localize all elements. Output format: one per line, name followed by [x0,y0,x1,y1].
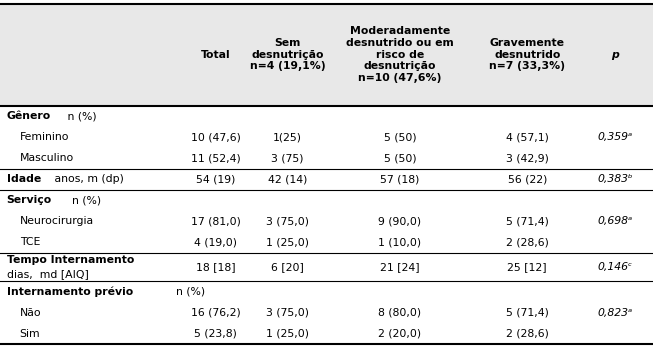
Text: Serviço: Serviço [7,195,52,205]
Text: Moderadamente
desnutrido ou em
risco de
desnutrição
n=10 (47,6%): Moderadamente desnutrido ou em risco de … [346,27,454,83]
Text: n (%): n (%) [63,111,96,121]
Text: 6 [20]: 6 [20] [271,262,304,272]
Text: 5 (50): 5 (50) [384,132,416,142]
Text: 0,359ᵃ: 0,359ᵃ [598,132,633,142]
Text: 0,698ᵃ: 0,698ᵃ [598,216,633,226]
Text: 21 [24]: 21 [24] [380,262,420,272]
Text: 1 (25,0): 1 (25,0) [266,329,309,339]
Text: 54 (19): 54 (19) [196,174,235,184]
Text: Gênero: Gênero [7,111,51,121]
Text: 17 (81,0): 17 (81,0) [191,216,240,226]
Text: p: p [612,50,619,60]
Text: Tempo Internamento: Tempo Internamento [7,255,134,265]
Text: 0,383ᵇ: 0,383ᵇ [597,174,633,184]
Text: Total: Total [200,50,231,60]
Text: 3 (75): 3 (75) [271,153,304,163]
Text: Internamento prévio: Internamento prévio [7,286,133,297]
Text: 9 (90,0): 9 (90,0) [378,216,422,226]
Text: 0,823ᵃ: 0,823ᵃ [598,308,633,318]
Text: 5 (71,4): 5 (71,4) [506,308,549,318]
Text: 2 (20,0): 2 (20,0) [378,329,422,339]
Text: 57 (18): 57 (18) [380,174,420,184]
Text: 16 (76,2): 16 (76,2) [191,308,240,318]
Text: 4 (19,0): 4 (19,0) [194,237,237,247]
Text: 0,146ᶜ: 0,146ᶜ [598,262,633,272]
Text: anos, m (dp): anos, m (dp) [51,174,123,184]
Text: 3 (42,9): 3 (42,9) [506,153,549,163]
Text: Sem
desnutrição
n=4 (19,1%): Sem desnutrição n=4 (19,1%) [249,38,325,71]
Text: dias,  md [AIQ]: dias, md [AIQ] [7,269,88,279]
Text: 10 (47,6): 10 (47,6) [191,132,240,142]
Text: n (%): n (%) [169,287,206,297]
Text: 1(25): 1(25) [273,132,302,142]
Text: 4 (57,1): 4 (57,1) [506,132,549,142]
Text: Masculino: Masculino [20,153,74,163]
Text: 11 (52,4): 11 (52,4) [191,153,240,163]
Text: Não: Não [20,308,41,318]
Text: 18 [18]: 18 [18] [196,262,235,272]
Text: Gravemente
desnutrido
n=7 (33,3%): Gravemente desnutrido n=7 (33,3%) [489,38,565,71]
Text: 1 (25,0): 1 (25,0) [266,237,309,247]
Text: 2 (28,6): 2 (28,6) [506,329,549,339]
Text: 5 (23,8): 5 (23,8) [194,329,237,339]
Text: 42 (14): 42 (14) [268,174,307,184]
Text: Neurocirurgia: Neurocirurgia [20,216,94,226]
Text: 3 (75,0): 3 (75,0) [266,308,309,318]
Text: Sim: Sim [20,329,40,339]
Text: 25 [12]: 25 [12] [507,262,547,272]
Text: Feminino: Feminino [20,132,69,142]
Text: TCE: TCE [20,237,40,247]
Bar [0,4,653,106]
Text: 5 (50): 5 (50) [384,153,416,163]
Text: 5 (71,4): 5 (71,4) [506,216,549,226]
Text: 1 (10,0): 1 (10,0) [378,237,422,247]
Text: Idade: Idade [7,174,40,184]
Text: 8 (80,0): 8 (80,0) [378,308,422,318]
Text: 3 (75,0): 3 (75,0) [266,216,309,226]
Text: 2 (28,6): 2 (28,6) [506,237,549,247]
Text: 56 (22): 56 (22) [507,174,547,184]
Text: n (%): n (%) [65,195,101,205]
